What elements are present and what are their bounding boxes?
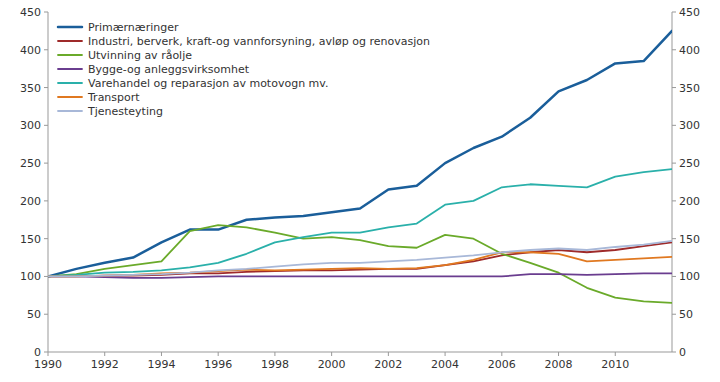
y-tick xyxy=(44,238,48,239)
y-tick-label: 50 xyxy=(27,308,41,321)
x-tick xyxy=(104,352,105,356)
y2-tick xyxy=(672,87,676,88)
legend-swatch xyxy=(58,40,82,42)
x-tick-label: 1992 xyxy=(91,358,119,371)
legend-label: Utvinning av råolje xyxy=(88,49,192,62)
y-tick-label: 400 xyxy=(20,44,41,57)
legend-item: Utvinning av råolje xyxy=(58,49,192,62)
x-tick xyxy=(161,352,162,356)
legend-item: Tjenesteyting xyxy=(58,105,163,118)
series-line xyxy=(48,169,672,276)
y-tick xyxy=(44,49,48,50)
x-tick xyxy=(331,352,332,356)
y-axis-line xyxy=(48,12,49,352)
legend-item: Bygge-og anleggsvirksomhet xyxy=(58,63,250,76)
y2-tick xyxy=(672,49,676,50)
legend-swatch xyxy=(58,68,82,70)
y-tick-label: 0 xyxy=(34,346,41,359)
y2-tick-label: 200 xyxy=(679,195,700,208)
y2-tick xyxy=(672,352,676,353)
y2-tick xyxy=(672,238,676,239)
y-tick xyxy=(44,314,48,315)
chart-container: 1990199219941996199820002002200420062008… xyxy=(0,0,720,382)
legend-swatch xyxy=(58,26,82,29)
y-tick xyxy=(44,12,48,13)
y2-tick xyxy=(672,276,676,277)
y2-tick-label: 50 xyxy=(679,308,693,321)
y2-tick-label: 450 xyxy=(679,6,700,19)
x-tick-label: 1994 xyxy=(147,358,175,371)
legend: PrimærnæringerIndustri, berverk, kraft-o… xyxy=(58,21,430,118)
x-tick-label: 1990 xyxy=(34,358,62,371)
y-tick-label: 150 xyxy=(20,233,41,246)
legend-swatch xyxy=(58,54,82,56)
y2-tick-label: 0 xyxy=(679,346,686,359)
y-tick-label: 250 xyxy=(20,157,41,170)
y-tick-label: 450 xyxy=(20,6,41,19)
legend-label: Primærnæringer xyxy=(88,21,179,34)
y2-tick xyxy=(672,314,676,315)
x-tick xyxy=(274,352,275,356)
y2-tick xyxy=(672,12,676,13)
x-tick-label: 2004 xyxy=(431,358,459,371)
y2-axis-line xyxy=(672,12,673,352)
y-tick-label: 350 xyxy=(20,82,41,95)
legend-item: Industri, berverk, kraft-og vannforsynin… xyxy=(58,35,430,48)
y2-tick-label: 350 xyxy=(679,82,700,95)
y2-tick xyxy=(672,125,676,126)
legend-label: Industri, berverk, kraft-og vannforsynin… xyxy=(88,35,430,48)
x-tick xyxy=(558,352,559,356)
y-tick xyxy=(44,125,48,126)
y-tick xyxy=(44,87,48,88)
x-tick xyxy=(48,352,49,356)
x-tick-label: 2000 xyxy=(318,358,346,371)
y2-tick xyxy=(672,163,676,164)
x-tick-label: 2008 xyxy=(545,358,573,371)
y-tick-label: 300 xyxy=(20,119,41,132)
chart-svg: 1990199219941996199820002002200420062008… xyxy=(0,0,720,382)
y2-tick-label: 250 xyxy=(679,157,700,170)
x-tick xyxy=(218,352,219,356)
x-tick-label: 2002 xyxy=(374,358,402,371)
y-tick xyxy=(44,352,48,353)
legend-label: Varehandel og reparasjon av motovogn mv. xyxy=(88,77,328,90)
y2-tick-label: 400 xyxy=(679,44,700,57)
legend-item: Primærnæringer xyxy=(58,21,179,34)
x-tick xyxy=(388,352,389,356)
y-tick xyxy=(44,200,48,201)
x-tick xyxy=(615,352,616,356)
x-axis-line xyxy=(48,352,672,353)
x-tick-label: 1996 xyxy=(204,358,232,371)
x-tick xyxy=(501,352,502,356)
y-tick xyxy=(44,163,48,164)
legend-swatch xyxy=(58,110,82,112)
legend-swatch xyxy=(58,82,82,84)
legend-label: Bygge-og anleggsvirksomhet xyxy=(88,63,250,76)
y2-tick-label: 150 xyxy=(679,233,700,246)
legend-label: Transport xyxy=(87,91,140,104)
y2-tick-label: 100 xyxy=(679,270,700,283)
legend-swatch xyxy=(58,96,82,98)
series-line xyxy=(48,241,672,277)
series-lines xyxy=(48,31,672,303)
series-line xyxy=(48,225,672,303)
axes: 1990199219941996199820002002200420062008… xyxy=(20,6,700,371)
legend-item: Transport xyxy=(58,91,140,104)
x-tick-label: 2010 xyxy=(601,358,629,371)
y-tick-label: 200 xyxy=(20,195,41,208)
y-tick-label: 100 xyxy=(20,270,41,283)
legend-label: Tjenesteyting xyxy=(87,105,163,118)
x-tick xyxy=(445,352,446,356)
y2-tick-label: 300 xyxy=(679,119,700,132)
x-tick-label: 2006 xyxy=(488,358,516,371)
x-tick-label: 1998 xyxy=(261,358,289,371)
legend-item: Varehandel og reparasjon av motovogn mv. xyxy=(58,77,328,90)
series-line xyxy=(48,252,672,276)
y-tick xyxy=(44,276,48,277)
y2-tick xyxy=(672,200,676,201)
